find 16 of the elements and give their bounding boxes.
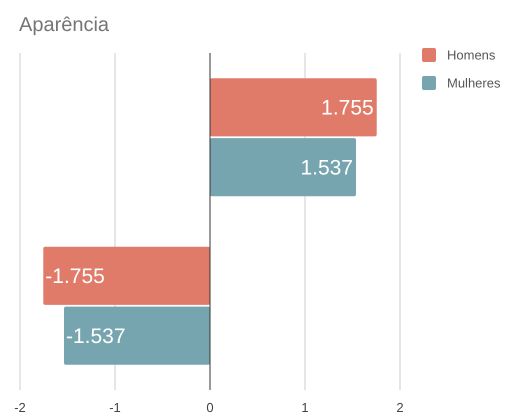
x-tick-label: 0: [206, 400, 214, 415]
bar: [210, 78, 377, 136]
x-tick-label: -2: [14, 400, 26, 415]
legend-label: Homens: [447, 48, 496, 63]
data-label: -1.755: [45, 265, 105, 288]
data-label: -1.537: [66, 325, 126, 348]
x-tick-label: 2: [396, 400, 404, 415]
x-tick-label: -1: [109, 400, 121, 415]
chart-title: Aparência: [19, 14, 110, 36]
x-tick-label: 1: [301, 400, 309, 415]
bar: [43, 246, 210, 305]
data-label: 1.755: [321, 96, 374, 120]
bar: [210, 138, 356, 196]
bar: [64, 306, 210, 365]
legend-label: Mulheres: [447, 76, 501, 91]
data-label: 1.537: [300, 156, 354, 180]
